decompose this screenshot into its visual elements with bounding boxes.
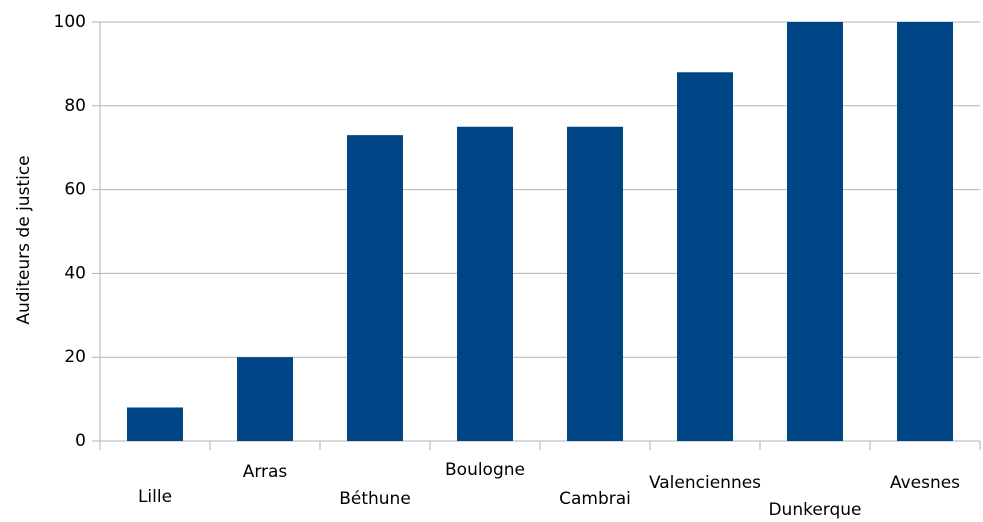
- y-tick-label: 60: [64, 180, 86, 200]
- bar: [567, 126, 623, 441]
- x-tick-label: Avesnes: [890, 473, 960, 493]
- bar: [127, 407, 183, 441]
- bar: [897, 22, 953, 441]
- y-tick-label: 100: [54, 12, 86, 32]
- x-tick-label: Arras: [243, 462, 288, 482]
- y-tick-label: 40: [64, 263, 86, 283]
- x-tick-label: Dunkerque: [768, 500, 861, 520]
- bar: [677, 72, 733, 441]
- bar: [237, 357, 293, 441]
- bar: [787, 22, 843, 441]
- x-tick-label: Lille: [138, 487, 172, 507]
- y-tick-label: 20: [64, 347, 86, 367]
- x-tick-label: Boulogne: [445, 460, 525, 480]
- x-tick-label: Valenciennes: [649, 473, 761, 493]
- bar: [347, 135, 403, 441]
- y-axis-label: Auditeurs de justice: [14, 155, 34, 324]
- y-tick-label: 80: [64, 96, 86, 116]
- x-tick-label: Cambrai: [559, 489, 631, 509]
- bar: [457, 126, 513, 441]
- x-tick-label: Béthune: [339, 489, 411, 509]
- y-tick-label: 0: [75, 431, 86, 451]
